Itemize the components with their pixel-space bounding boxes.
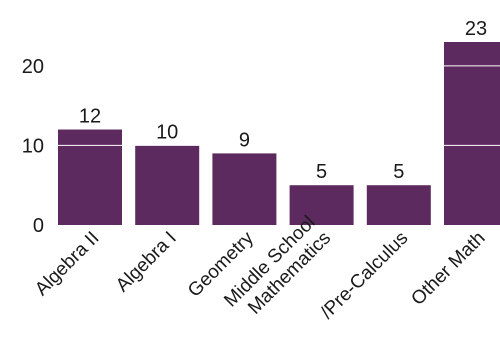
data-label-4: 5: [393, 161, 404, 183]
category-label-0: Algebra II: [31, 228, 103, 300]
bar-2: [212, 153, 277, 225]
bar-5: [444, 42, 500, 225]
gridlines-group: [58, 65, 500, 146]
bar-3: [289, 185, 354, 225]
y-tick-label-0: 0: [33, 215, 44, 237]
y-tick-label-20: 20: [22, 56, 44, 78]
data-label-0: 12: [79, 106, 101, 128]
data-label-1: 10: [156, 121, 178, 143]
y-tick-label-10: 10: [22, 135, 44, 157]
y-ticks-group: 0 10 20: [22, 56, 44, 237]
data-labels-group: 12 10 9 5 5 23: [79, 18, 487, 183]
bar-0: [58, 129, 122, 225]
bars-group: [58, 42, 500, 225]
category-label-1: Algebra I: [112, 228, 181, 297]
bar-4: [366, 185, 431, 225]
data-label-5: 23: [465, 18, 487, 40]
category-label-5: Other Math: [407, 228, 489, 310]
data-label-2: 9: [239, 129, 250, 151]
data-label-3: 5: [316, 161, 327, 183]
bar-1: [135, 145, 200, 225]
